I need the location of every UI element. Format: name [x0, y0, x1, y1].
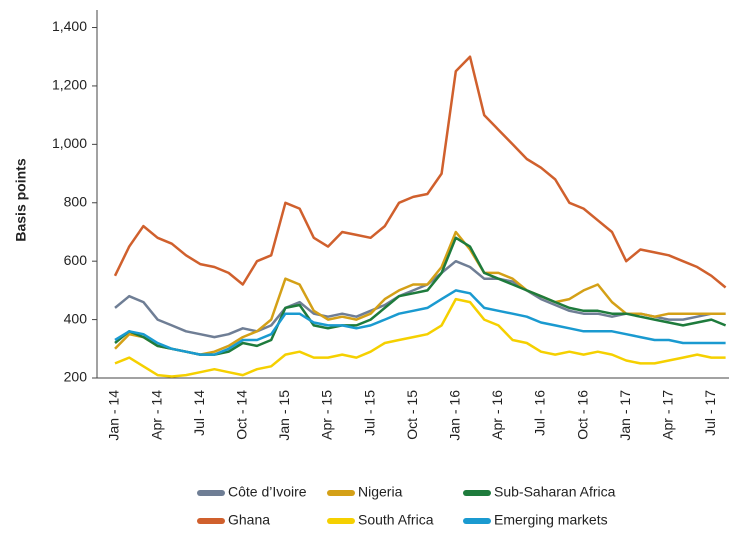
x-tick-label: Apr - 15	[319, 390, 335, 440]
x-tick-label: Jan - 16	[447, 390, 463, 441]
x-tick-label: Oct - 14	[234, 390, 250, 440]
y-tick-label: 200	[64, 369, 88, 385]
x-tick-label: Jul - 15	[361, 390, 377, 436]
y-tick-label: 400	[64, 310, 88, 326]
series-line	[114, 259, 726, 339]
x-tick-label: Jul - 16	[532, 390, 548, 436]
x-tick-label: Jul - 17	[702, 390, 718, 436]
series-line	[114, 289, 726, 356]
x-tick-label: Apr - 16	[489, 390, 505, 440]
x-tick-label: Jan - 14	[106, 390, 122, 441]
x-tick-label: Jul - 14	[191, 390, 207, 436]
y-tick-label: 800	[64, 193, 88, 209]
x-tick-label: Apr - 14	[148, 390, 164, 440]
legend-label: Ghana	[228, 512, 270, 528]
legend-label: Côte d’Ivoire	[228, 484, 307, 500]
y-tick-label: 1,000	[52, 135, 87, 151]
x-tick-label: Jan - 17	[617, 390, 633, 441]
y-tick-label: 600	[64, 252, 88, 268]
legend-label: Emerging markets	[494, 512, 608, 528]
y-tick-label: 1,400	[52, 18, 87, 34]
y-axis-title: Basis points	[13, 158, 29, 241]
x-tick-label: Apr - 17	[660, 390, 676, 440]
series-line	[113, 55, 727, 289]
series-line	[114, 297, 726, 378]
x-tick-label: Oct - 16	[574, 390, 590, 440]
series-line	[114, 230, 726, 356]
y-tick-label: 1,200	[52, 77, 87, 93]
legend-label: Sub-Saharan Africa	[494, 484, 616, 500]
legend-label: South Africa	[358, 512, 434, 528]
x-tick-label: Oct - 15	[404, 390, 420, 440]
x-tick-label: Jan - 15	[276, 390, 292, 441]
legend-label: Nigeria	[358, 484, 403, 500]
